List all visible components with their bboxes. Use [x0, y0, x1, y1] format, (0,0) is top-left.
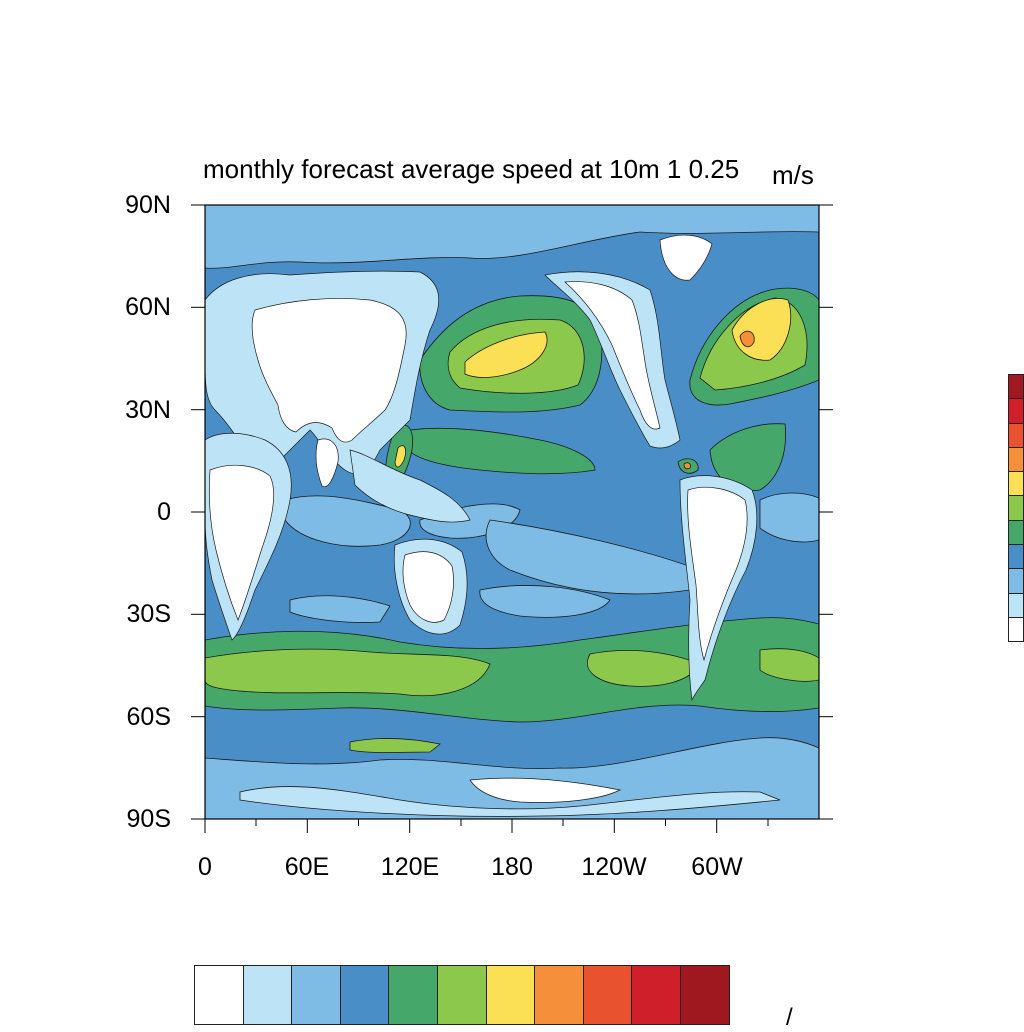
vertical-colorbar-swatch-4 [1008, 471, 1024, 497]
colorbar-swatch-5 [436, 965, 487, 1025]
southern-core-3 [759, 648, 819, 682]
colorbar-swatch-9 [631, 965, 681, 1025]
vertical-colorbar-swatch-10 [1008, 616, 1024, 643]
vertical-colorbar-swatch-1 [1008, 398, 1024, 424]
caribbean-orange [683, 462, 691, 470]
colorbar-vertical [1008, 374, 1024, 643]
south-indian-light [289, 595, 391, 623]
colorbar-swatch-3 [339, 965, 390, 1025]
lat-label-60n: 60N [125, 293, 171, 321]
africa-white [208, 464, 275, 621]
pacific-trade-green [404, 427, 596, 475]
southern-core-1 [205, 648, 491, 697]
pacific-light-2 [485, 519, 701, 595]
antarctic-coast [239, 786, 781, 817]
antarctic-white [469, 777, 622, 803]
north-atlantic-orange [739, 330, 755, 348]
lon-label-60w: 60W [691, 853, 743, 881]
colorbar-swatch-6 [485, 965, 536, 1025]
lat-label-30n: 30N [125, 396, 171, 424]
colorbar-horizontal [194, 965, 730, 1025]
lat-label-eq: 0 [157, 498, 171, 526]
indian-ocean-light [284, 495, 411, 547]
india-white [315, 438, 339, 488]
colorbar-swatch-0 [194, 965, 244, 1025]
southern-core-4 [349, 737, 441, 753]
colorbar-swatch-4 [388, 965, 438, 1025]
colorbar-swatch-2 [291, 965, 341, 1025]
vertical-colorbar-swatch-0 [1008, 374, 1024, 400]
tick-marks [191, 204, 833, 833]
lat-label-60s: 60S [126, 703, 171, 731]
vertical-colorbar-swatch-9 [1008, 592, 1024, 618]
lon-label-60e: 60E [284, 853, 330, 881]
vertical-colorbar-swatch-8 [1008, 568, 1024, 594]
australia-white [402, 551, 454, 623]
lon-label-120w: 120W [581, 853, 647, 881]
lat-label-30s: 30S [126, 600, 171, 628]
colorbar-swatch-8 [582, 965, 633, 1025]
east-asia-yellow [394, 445, 406, 468]
vertical-colorbar-swatch-6 [1008, 519, 1024, 546]
units-label: m/s [772, 160, 814, 190]
vertical-colorbar-swatch-3 [1008, 446, 1024, 473]
colorbar-swatch-1 [242, 965, 293, 1025]
lon-label-180: 180 [491, 853, 533, 881]
south-pacific-light [479, 585, 611, 618]
greenland-white [659, 234, 713, 281]
vertical-colorbar-swatch-2 [1008, 422, 1024, 448]
lat-label-90s: 90S [126, 805, 171, 833]
southern-storm-track [205, 617, 819, 723]
vertical-colorbar-swatch-7 [1008, 544, 1024, 570]
vertical-colorbar-swatch-5 [1008, 495, 1024, 521]
north-pacific-yellow [464, 331, 548, 378]
map-title: monthly forecast average speed at 10m 1 … [203, 154, 740, 184]
lon-label-120e: 120E [380, 853, 440, 881]
north-america-white [564, 281, 661, 430]
eurasia-white [251, 298, 407, 443]
lat-label-90n: 90N [125, 191, 171, 219]
southern-core-2 [587, 650, 701, 687]
south-america-white [687, 486, 748, 662]
southeast-asia-fringe [349, 449, 471, 523]
continents [205, 234, 758, 803]
colorbar-swatch-7 [534, 965, 584, 1025]
arctic-band [205, 205, 819, 269]
lon-label-0: 0 [198, 853, 212, 881]
colorbar-swatch-10 [679, 965, 730, 1025]
colorbar-units-fragment: / [786, 1004, 793, 1031]
